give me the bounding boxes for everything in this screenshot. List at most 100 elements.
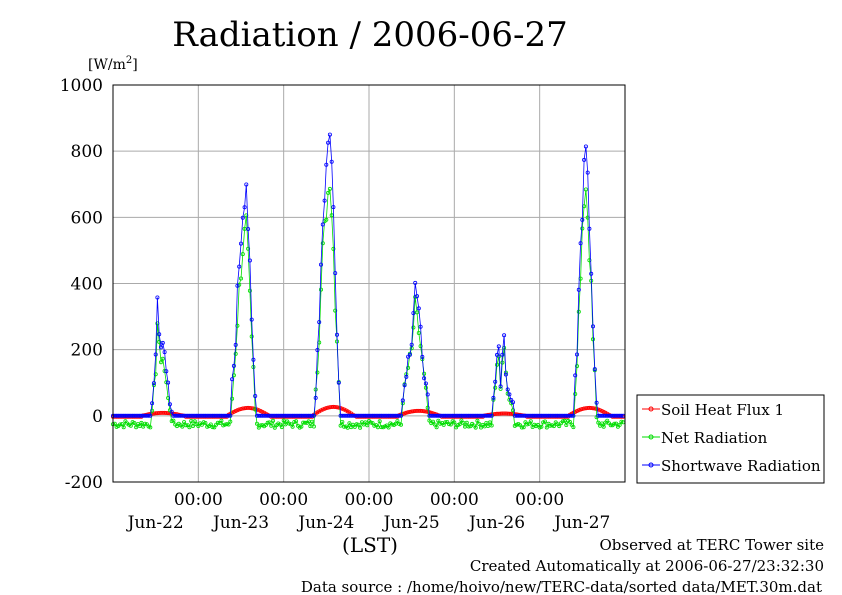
x-tick-date-label: Jun-25 [382, 513, 440, 533]
data-point [580, 406, 585, 411]
series-layer [111, 132, 626, 430]
data-point [525, 422, 530, 427]
data-point [167, 402, 172, 407]
data-point [318, 262, 323, 267]
data-point [215, 420, 220, 425]
data-point [498, 384, 503, 389]
data-point [406, 365, 411, 370]
y-unit-text: [W/m [88, 57, 126, 73]
data-point [395, 419, 400, 424]
data-point [578, 407, 583, 412]
data-point [327, 186, 332, 191]
data-point [580, 226, 585, 231]
data-point [235, 283, 240, 288]
y-axis-unit-label: [W/m2] [88, 55, 138, 73]
data-point [575, 364, 580, 369]
data-point [128, 423, 133, 428]
data-point [583, 144, 588, 149]
data-point [418, 344, 423, 349]
data-point [413, 408, 418, 413]
data-point [326, 405, 331, 410]
data-point [219, 413, 224, 418]
data-point [567, 419, 572, 424]
data-point [206, 413, 211, 418]
data-point [414, 294, 419, 299]
data-point [333, 308, 338, 313]
data-point [420, 408, 425, 413]
data-point [575, 352, 580, 357]
data-point [589, 405, 594, 410]
data-point [150, 401, 155, 406]
data-point [406, 410, 411, 415]
data-point [420, 354, 425, 359]
data-point [425, 392, 430, 397]
x-tick-time-label: 00:00 [174, 490, 223, 510]
data-point [310, 413, 315, 418]
x-tick-time-label: 00:00 [515, 490, 564, 510]
data-point [180, 424, 185, 429]
data-point [171, 418, 176, 423]
y-tick-label: -200 [65, 473, 103, 493]
data-point [212, 425, 217, 430]
data-point [208, 422, 213, 427]
data-point [571, 425, 576, 430]
data-point [160, 356, 165, 361]
data-point [224, 422, 229, 427]
data-point [338, 423, 343, 428]
data-point [494, 411, 499, 416]
data-point [238, 241, 243, 246]
data-point [493, 379, 498, 384]
data-point [436, 418, 441, 423]
data-point [502, 333, 507, 338]
data-point [315, 347, 320, 352]
data-point [493, 411, 498, 416]
data-point [203, 420, 208, 425]
data-point [493, 385, 498, 390]
data-point [573, 391, 578, 396]
data-point [587, 405, 592, 410]
data-point [235, 408, 240, 413]
data-point [290, 424, 295, 429]
data-point [230, 377, 235, 382]
data-point [521, 425, 526, 430]
data-point [596, 420, 601, 425]
data-point [379, 425, 384, 430]
data-point [166, 411, 171, 416]
data-point [430, 419, 435, 424]
plot-frame [112, 84, 626, 483]
data-point [582, 406, 587, 411]
data-point [157, 339, 162, 344]
data-point [580, 217, 585, 222]
data-point [322, 198, 327, 203]
series-line [113, 134, 624, 417]
data-point [336, 380, 341, 385]
data-point [423, 385, 428, 390]
data-point [139, 413, 144, 418]
data-point [283, 422, 288, 427]
data-point [324, 406, 329, 411]
data-point [576, 408, 581, 413]
x-axis-label: (LST) [342, 533, 398, 557]
data-point [413, 280, 418, 285]
data-point [324, 217, 329, 222]
data-point [317, 320, 322, 325]
data-point [288, 422, 293, 427]
data-point [569, 413, 574, 418]
data-point [118, 422, 123, 427]
data-point [414, 310, 419, 315]
legend-swatch-marker [648, 462, 654, 468]
data-point [253, 393, 258, 398]
data-point [354, 422, 359, 427]
data-point [157, 332, 162, 337]
data-point [423, 381, 428, 386]
data-point [267, 420, 272, 425]
data-point [270, 418, 275, 423]
data-point [174, 413, 179, 418]
data-point [407, 409, 412, 414]
data-point [299, 424, 304, 429]
data-point [423, 409, 428, 414]
data-point [308, 424, 313, 429]
data-point [326, 140, 331, 145]
data-point [302, 420, 307, 425]
data-point [462, 424, 467, 429]
